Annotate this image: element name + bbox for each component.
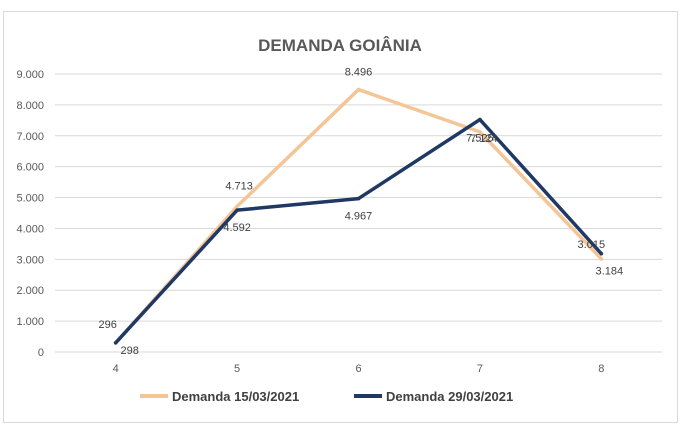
data-point [599,251,604,256]
data-point [478,117,482,122]
series-line-2 [113,117,604,345]
data-point [599,257,604,261]
data-label: 298 [121,345,139,357]
data-label: 4.592 [223,222,251,234]
y-tick-label: 9.000 [16,69,44,81]
y-tick-label: 2.000 [16,285,44,297]
y-axis-ticks: 0 1.000 2.000 3.000 4.000 5.000 6.000 7.000 8.00… [16,69,44,359]
y-tick-label: 7.000 [16,131,44,143]
data-point [235,208,239,212]
data-label: 8.496 [345,67,373,79]
gridlines [55,73,662,353]
y-tick-label: 0 [38,347,44,359]
data-label: 4.967 [345,211,373,223]
data-label: 296 [99,319,117,331]
data-label: 4.713 [225,180,253,192]
data-labels: 296 4.713 8.496 7.124 3.015 298 4.592 4.967 7.52… [99,67,624,357]
x-axis-ticks: 4 5 6 7 8 [113,363,605,375]
y-tick-label: 6.000 [16,162,44,174]
y-tick-label: 3.000 [16,254,44,266]
data-point [235,204,239,209]
x-tick-label: 8 [598,363,604,375]
data-point [478,130,482,134]
chart-title: DEMANDA GOIÂNIA [258,36,422,55]
data-label: 3.015 [578,239,606,251]
data-label: 3.184 [596,266,624,278]
y-tick-label: 4.000 [16,223,44,235]
x-tick-label: 7 [477,363,483,375]
data-label: 7.525 [466,133,494,145]
legend-label: Demanda 29/03/2021 [386,389,513,404]
data-point [113,340,118,345]
x-tick-label: 6 [355,363,361,375]
x-tick-label: 5 [234,363,240,375]
data-point [356,196,361,201]
data-point [356,87,361,92]
series-lines [113,87,604,345]
x-tick-label: 4 [113,363,119,375]
legend-label: Demanda 15/03/2021 [172,389,299,404]
data-label: 7.124 [470,133,498,145]
y-tick-label: 5.000 [16,193,44,205]
y-tick-label: 8.000 [16,100,44,112]
y-tick-label: 1.000 [16,316,44,328]
legend: Demanda 15/03/2021 Demanda 29/03/2021 [140,389,513,404]
chart-frame [3,11,678,423]
